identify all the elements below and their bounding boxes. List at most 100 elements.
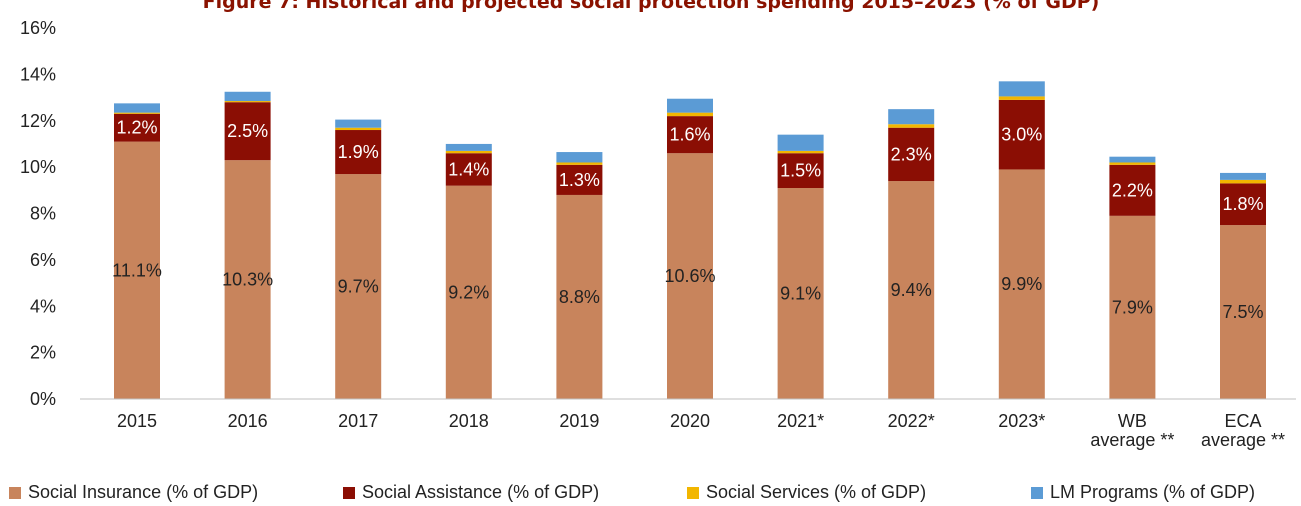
bar-segment-social-services xyxy=(224,101,271,103)
bar-segment-social-insurance xyxy=(667,153,713,399)
y-tick-label: 8% xyxy=(30,204,56,224)
bar-segment-social-services xyxy=(445,150,492,154)
x-tick-label: 2021* xyxy=(777,411,824,431)
bar-segment-lm-programs xyxy=(998,81,1045,97)
bar-segment-social-insurance xyxy=(998,169,1045,399)
bar-segment-social-assistance xyxy=(114,113,160,142)
bar-segment-social-assistance xyxy=(335,130,382,175)
bar-segment-social-services xyxy=(888,124,935,128)
y-tick-label: 4% xyxy=(30,296,56,316)
data-label: 1.2% xyxy=(116,118,157,138)
data-label: 3.0% xyxy=(1001,125,1042,145)
bar-segment-social-assistance xyxy=(667,116,713,154)
legend-label: Social Insurance (% of GDP) xyxy=(28,482,259,502)
bar-segment-social-services xyxy=(335,127,382,131)
bar-segment-social-insurance xyxy=(224,160,271,399)
legend-label: Social Assistance (% of GDP) xyxy=(362,482,600,502)
data-label: 7.9% xyxy=(1112,297,1153,317)
bar-segment-lm-programs xyxy=(667,98,713,113)
bar-segment-social-insurance xyxy=(556,194,603,399)
y-tick-label: 6% xyxy=(30,250,56,270)
bars xyxy=(114,81,1266,399)
bar-segment-social-assistance xyxy=(445,153,492,186)
bar-segment-lm-programs xyxy=(777,134,824,151)
bar-segment-lm-programs xyxy=(224,91,271,102)
data-label: 1.5% xyxy=(780,161,821,181)
y-tick-label: 16% xyxy=(20,18,56,38)
bar-segment-lm-programs xyxy=(1220,172,1266,180)
x-tick-label: 2017 xyxy=(338,411,378,431)
x-tick-label: ECA average ** xyxy=(1201,411,1285,450)
data-label: 11.1% xyxy=(112,260,162,280)
bar-segment-lm-programs xyxy=(335,119,382,128)
legend-label: LM Programs (% of GDP) xyxy=(1050,482,1256,502)
bar-segment-social-assistance xyxy=(777,153,824,188)
data-labels: 11.1% 1.2% 10.3% 2.5% 9.7% 1.9% 9.2% 1.4% 8.8% 1.… xyxy=(112,118,1263,322)
data-label: 9.4% xyxy=(891,280,932,300)
y-tick-label: 2% xyxy=(30,343,56,363)
data-label: 9.9% xyxy=(1001,274,1042,294)
bar-segment-social-assistance xyxy=(1109,164,1156,216)
data-label: 1.8% xyxy=(1222,194,1263,214)
x-tick-label: 2023* xyxy=(998,411,1045,431)
y-tick-label: 0% xyxy=(30,389,56,409)
bar-segment-social-assistance xyxy=(998,99,1045,170)
bar-segment-social-insurance xyxy=(1220,225,1266,399)
data-label: 9.1% xyxy=(780,283,821,303)
bar-segment-social-insurance xyxy=(335,174,382,399)
x-tick-label: 2019 xyxy=(559,411,599,431)
data-label: 2.3% xyxy=(891,144,932,164)
data-label: 1.4% xyxy=(448,159,489,179)
y-tick-label: 10% xyxy=(20,157,56,177)
bar-segment-social-services xyxy=(1109,162,1156,165)
bar-segment-social-assistance xyxy=(556,164,603,195)
legend-item-social-services: Social Services (% of GDP) xyxy=(687,482,926,503)
bar-segment-lm-programs xyxy=(445,143,492,151)
data-label: 10.6% xyxy=(664,266,715,286)
bar-segment-social-insurance xyxy=(114,141,160,399)
data-label: 1.3% xyxy=(559,170,600,190)
legend-label: Social Services (% of GDP) xyxy=(706,482,927,502)
data-label: 2.2% xyxy=(1112,180,1153,200)
x-tick-label: WB average ** xyxy=(1090,411,1174,450)
stacked-bar-chart: Figure 7: Historical and projected socia… xyxy=(20,0,1296,450)
y-axis: 0% 2% 4% 6% 8% 10% 12% 14% 16% xyxy=(20,18,56,409)
legend-item-social-assistance: Social Assistance (% of GDP) xyxy=(343,482,599,503)
bar-segment-social-services xyxy=(998,96,1045,100)
x-tick-label: 2015 xyxy=(117,411,157,431)
data-label: 8.8% xyxy=(559,287,600,307)
chart-title: Figure 7: Historical and projected socia… xyxy=(203,0,1100,13)
bar-segment-social-insurance xyxy=(445,185,492,399)
x-tick-label: 2022* xyxy=(888,411,935,431)
bar-segment-social-services xyxy=(1220,179,1266,184)
bar-segment-social-assistance xyxy=(224,102,271,161)
legend-item-lm-programs: LM Programs (% of GDP) xyxy=(1031,482,1255,503)
legend-swatch xyxy=(343,486,355,499)
data-label: 9.2% xyxy=(448,282,489,302)
y-tick-label: 12% xyxy=(20,111,56,131)
legend-swatch xyxy=(1031,486,1043,499)
bar-segment-lm-programs xyxy=(888,109,935,125)
y-tick-label: 14% xyxy=(20,64,56,84)
x-tick-label: 2016 xyxy=(228,411,268,431)
x-tick-label: 2020 xyxy=(670,411,710,431)
data-label: 1.6% xyxy=(669,125,710,145)
bar-segment-social-services xyxy=(777,150,824,154)
bar-segment-social-insurance xyxy=(888,181,935,399)
bar-segment-social-services xyxy=(114,112,160,114)
data-label: 9.7% xyxy=(338,277,379,297)
legend-item-social-insurance: Social Insurance (% of GDP) xyxy=(9,482,258,503)
legend-swatch xyxy=(9,486,21,499)
bar-segment-social-assistance xyxy=(1220,183,1266,226)
bar-segment-social-services xyxy=(556,162,603,165)
legend-swatch xyxy=(687,486,699,499)
bar-segment-lm-programs xyxy=(556,152,603,163)
data-label: 1.9% xyxy=(338,142,379,162)
bar-segment-lm-programs xyxy=(1109,156,1156,163)
bar-segment-social-insurance xyxy=(777,187,824,399)
x-axis: 2015 2016 2017 2018 2019 2020 2021* 2022* 2023* W… xyxy=(80,398,1296,450)
data-label: 2.5% xyxy=(227,121,268,141)
bar-segment-social-assistance xyxy=(888,127,935,182)
bar-segment-lm-programs xyxy=(114,103,160,113)
bar-segment-social-services xyxy=(667,112,713,117)
